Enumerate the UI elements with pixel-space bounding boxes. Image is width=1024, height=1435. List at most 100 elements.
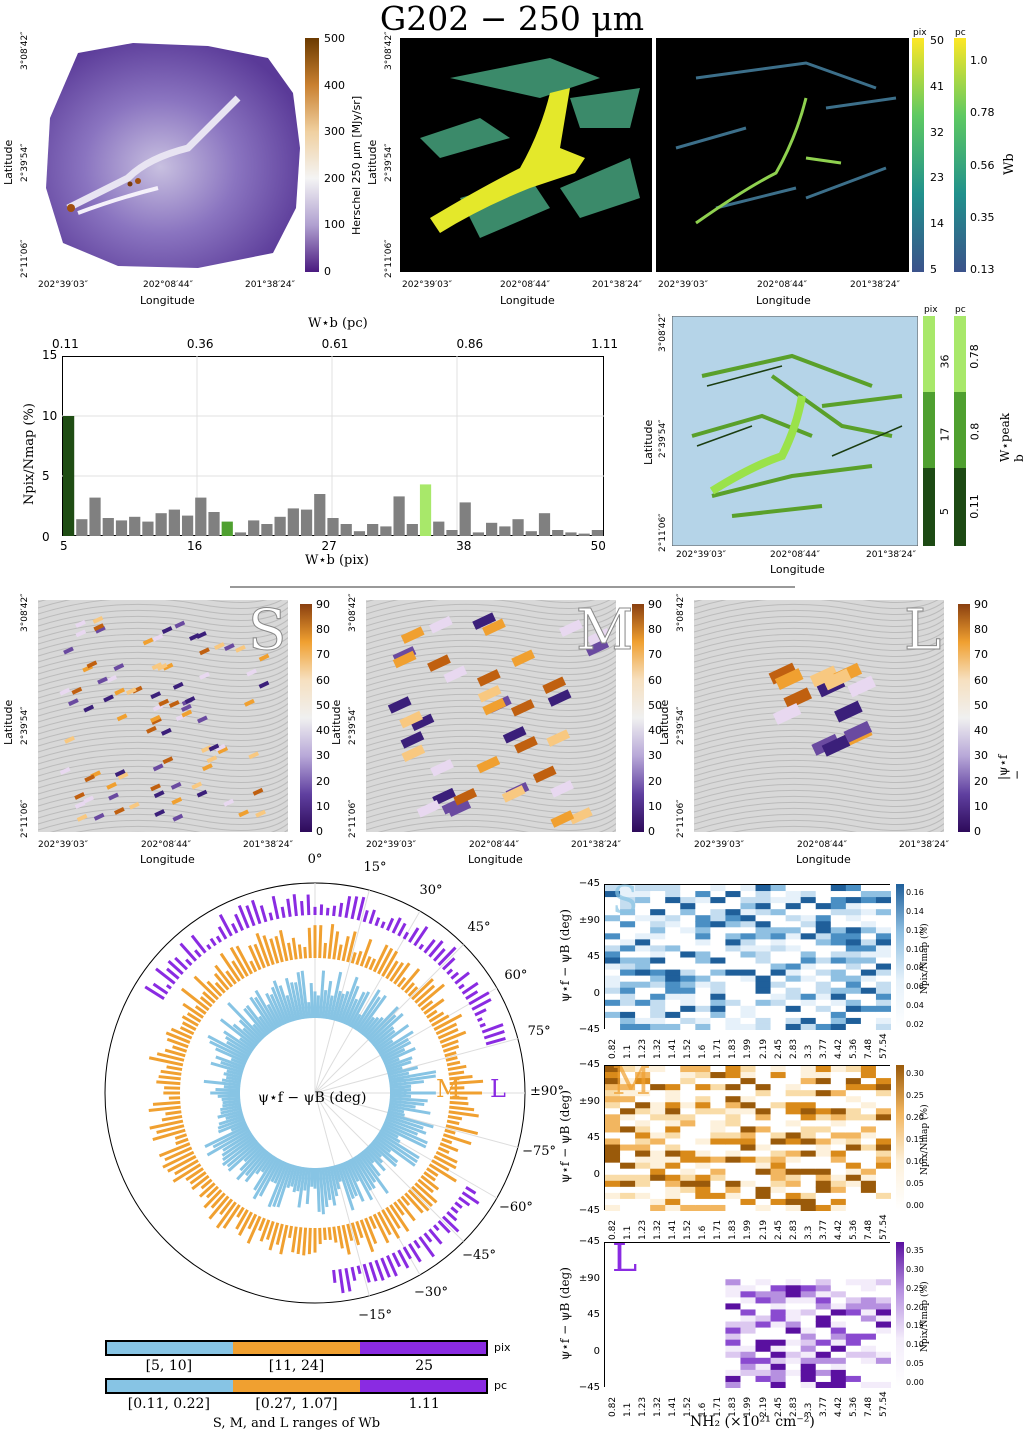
row3-lat-label-1: Latitude [330, 699, 343, 745]
heatmap-letter-1: M [612, 1059, 651, 1103]
hist-bar [499, 526, 511, 536]
heatmap-yticks-1: −45 ±90 45 0 −45 [578, 1059, 600, 1216]
row3-lon-label-2: Longitude [796, 853, 851, 866]
section-divider [230, 586, 795, 588]
hist-bar [155, 513, 167, 536]
hist-bar [538, 513, 551, 536]
range-s-pix [107, 1342, 234, 1354]
range-l-pix [359, 1342, 486, 1354]
row3-panel-s [37, 529, 299, 897]
hist-bar [168, 509, 180, 536]
range-m-pc [233, 1380, 360, 1392]
herschel-colorbar-label: Herschel 250 μm [MJy/sr] [350, 95, 363, 235]
heatmap-yticks-2: −45 ±90 45 0 −45 [578, 1236, 600, 1393]
heatmap-cells-1 [605, 1066, 892, 1212]
heatmap-colorbar-0 [896, 884, 904, 1029]
peak-main-filament [709, 395, 806, 495]
polar-angle-label: 60° [504, 968, 528, 983]
heatmap-s [604, 884, 892, 1031]
row1-lat-label-1: Latitude [2, 139, 15, 185]
hist-bar [512, 519, 524, 536]
polar-angle-label: 75° [527, 1023, 551, 1039]
heatmap-m [604, 1065, 892, 1212]
row3-letter-2: L [903, 598, 942, 664]
peak-lat-label: Latitude [642, 419, 655, 465]
heatmap-ylabel-0: ψ⋆f − ψB (deg) [558, 909, 572, 1002]
heatmap-colorbar-label-2: Npix/Nmap (%) [920, 1281, 930, 1352]
polar-center-label: ψ⋆f − ψB (deg) [258, 1090, 367, 1106]
row3-colorbar-ticks-0: 90 80 70 60 50 40 30 20 10 0 [316, 598, 330, 838]
heatmap-colorbar-ticks-0: 0.16 0.14 0.12 0.10 0.08 0.06 0.04 0.02 [906, 888, 924, 1029]
pc-filaments [675, 61, 897, 210]
hist-bar [76, 519, 88, 536]
polar-angle-label: ±90° [530, 1084, 564, 1099]
heatmap-l [604, 1242, 892, 1389]
hist-bar [380, 526, 392, 536]
hist-bar [340, 524, 352, 536]
hist-bar [314, 494, 326, 536]
range-caption: S, M, and L ranges of Wb [212, 1416, 381, 1431]
polar-angle-label: −30° [414, 1284, 448, 1300]
row3-lat-label-0: Latitude [2, 699, 15, 745]
row3-map-1 [365, 529, 627, 897]
pix-colorbar-unit: pix [913, 28, 927, 38]
peak-colorbar-label: W⋆peak b [998, 412, 1024, 462]
row3-letter-1: M [575, 598, 634, 664]
hist-bar [327, 518, 339, 536]
hist-bar [367, 524, 379, 536]
peak-width-map [671, 315, 919, 547]
hist-bar [565, 532, 577, 536]
range-bar-pix [105, 1340, 488, 1356]
hist-bar [552, 530, 564, 536]
hist-bar [274, 516, 286, 536]
herschel-map [38, 38, 303, 272]
hist-bottom-ticks: 5 16 27 38 50 [60, 539, 606, 553]
range-pc-values: [0.11, 0.22] [0.27, 1.07] 1.11 [127, 1396, 440, 1412]
pc-main-filament [695, 97, 842, 225]
width-map-pix-image [400, 38, 652, 272]
herschel-colorbar [305, 38, 319, 272]
hist-bar [261, 524, 273, 536]
hist-y-ticks: 15 10 5 0 [42, 348, 58, 544]
polar-ring-label-s: S [392, 1075, 409, 1103]
polar-ring-label-m: M [436, 1075, 461, 1103]
figure-title: G202 − 250 μm [379, 0, 645, 38]
hist-bar [591, 530, 603, 536]
width-map-pc-image [656, 38, 909, 272]
hist-bar [353, 531, 366, 536]
pix-colorbar [912, 38, 924, 272]
row3-lon-label-1: Longitude [468, 853, 523, 866]
hist-bar [419, 484, 432, 536]
hist-bar [300, 509, 313, 536]
herschel-map-image [38, 38, 303, 272]
heatmap-letter-0: S [612, 878, 639, 922]
hist-bar [578, 533, 590, 536]
polar-ring-label-l: L [490, 1075, 506, 1103]
heatmap-colorbar-label-1: Npix/Nmap (%) [920, 1104, 930, 1175]
hist-bar [181, 515, 194, 536]
heatmap-cells-2 [605, 1243, 892, 1389]
row3-colorbar-label: |ψ⋆f − ψB| (deg) [996, 754, 1024, 780]
hist-bar [221, 521, 233, 536]
row3-colorbar-2 [958, 604, 970, 832]
hist-bar [287, 508, 299, 536]
peak-pc-colorbar [954, 316, 966, 546]
hist-bar [234, 532, 247, 536]
hist-bar [472, 532, 485, 536]
range-m-pix [233, 1342, 360, 1354]
polar-histogram-plot [104, 882, 526, 1304]
hist-top-ticks: 0.11 0.36 0.61 0.86 1.11 [52, 337, 618, 351]
hist-bar [208, 512, 220, 536]
pc-colorbar-ticks: 1.0 0.78 0.56 0.35 0.13 [970, 54, 995, 276]
range-bar-pc [105, 1378, 488, 1394]
row1-lat-label-2: Latitude [366, 139, 379, 185]
width-filaments [420, 58, 640, 238]
hist-bar [459, 502, 471, 536]
hist-top-axis-label: W⋆b (pc) [308, 316, 368, 331]
row3-colorbar-0 [300, 604, 312, 832]
hist-bar [63, 416, 75, 536]
row3-lat-label-2: Latitude [658, 699, 671, 745]
polar-histogram [90, 868, 540, 1318]
hist-bar [486, 522, 498, 536]
width-map-pix [400, 38, 652, 272]
